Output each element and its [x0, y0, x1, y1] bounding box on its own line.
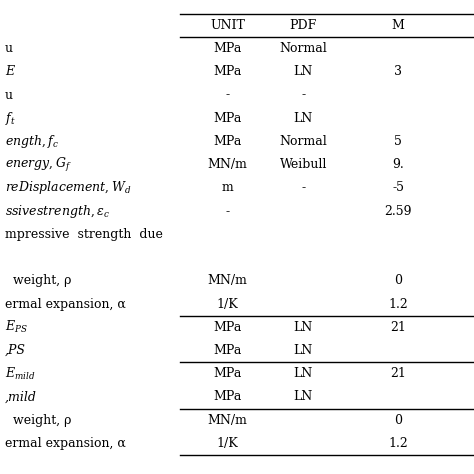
Text: $E_{mild}$: $E_{mild}$: [5, 366, 35, 382]
Text: -: -: [301, 182, 305, 194]
Text: MN/m: MN/m: [208, 274, 247, 287]
Text: 2.59: 2.59: [384, 205, 412, 218]
Text: 0: 0: [394, 274, 402, 287]
Text: $re Displacement, W_{d}$: $re Displacement, W_{d}$: [5, 180, 131, 196]
Text: ermal expansion, α: ermal expansion, α: [5, 298, 126, 310]
Text: LN: LN: [294, 112, 313, 125]
Text: MPa: MPa: [213, 391, 242, 403]
Text: LN: LN: [294, 367, 313, 380]
Text: MPa: MPa: [213, 65, 242, 78]
Text: -: -: [226, 205, 229, 218]
Text: MPa: MPa: [213, 135, 242, 148]
Text: weight, ρ: weight, ρ: [5, 414, 71, 427]
Text: 1.2: 1.2: [388, 298, 408, 310]
Text: 3: 3: [394, 65, 402, 78]
Text: MN/m: MN/m: [208, 158, 247, 171]
Text: LN: LN: [294, 65, 313, 78]
Text: LN: LN: [294, 321, 313, 334]
Text: M: M: [392, 19, 405, 32]
Text: 9.: 9.: [392, 158, 404, 171]
Text: 21: 21: [390, 321, 406, 334]
Text: ermal expansion, α: ermal expansion, α: [5, 437, 126, 450]
Text: PDF: PDF: [290, 19, 317, 32]
Text: 21: 21: [390, 367, 406, 380]
Text: $E_{PS}$: $E_{PS}$: [5, 319, 27, 335]
Text: 1/K: 1/K: [217, 437, 238, 450]
Text: mpressive  strength  due: mpressive strength due: [5, 228, 163, 241]
Text: LN: LN: [294, 391, 313, 403]
Text: u: u: [5, 89, 13, 101]
Text: Normal: Normal: [280, 42, 327, 55]
Text: 0: 0: [394, 414, 402, 427]
Text: -: -: [226, 89, 229, 101]
Text: 1.2: 1.2: [388, 437, 408, 450]
Text: MPa: MPa: [213, 367, 242, 380]
Text: MPa: MPa: [213, 42, 242, 55]
Text: m: m: [222, 182, 233, 194]
Text: E: E: [5, 65, 14, 78]
Text: $ength, f_{c}$: $ength, f_{c}$: [5, 133, 59, 150]
Text: MN/m: MN/m: [208, 414, 247, 427]
Text: Normal: Normal: [280, 135, 327, 148]
Text: MPa: MPa: [213, 321, 242, 334]
Text: MPa: MPa: [213, 112, 242, 125]
Text: $energy, G_{f}$: $energy, G_{f}$: [5, 156, 72, 173]
Text: ,mild: ,mild: [5, 391, 36, 403]
Text: Weibull: Weibull: [280, 158, 327, 171]
Text: MPa: MPa: [213, 344, 242, 357]
Text: 5: 5: [394, 135, 402, 148]
Text: -5: -5: [392, 182, 404, 194]
Text: u: u: [5, 42, 13, 55]
Text: weight, ρ: weight, ρ: [5, 274, 71, 287]
Text: ,PS: ,PS: [5, 344, 26, 357]
Text: 1/K: 1/K: [217, 298, 238, 310]
Text: LN: LN: [294, 344, 313, 357]
Text: $ssive strength, ε_{c}$: $ssive strength, ε_{c}$: [5, 203, 110, 219]
Text: $f_{t}$: $f_{t}$: [5, 110, 16, 127]
Text: -: -: [301, 89, 305, 101]
Text: UNIT: UNIT: [210, 19, 245, 32]
